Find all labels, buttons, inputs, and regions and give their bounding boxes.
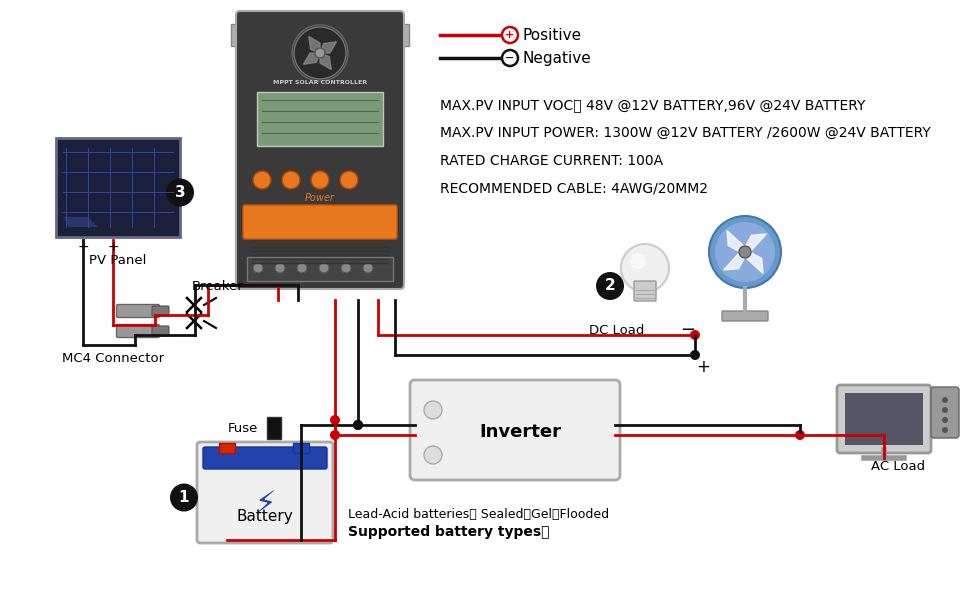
Circle shape (329, 415, 340, 425)
FancyBboxPatch shape (203, 447, 327, 469)
Circle shape (341, 263, 351, 273)
Circle shape (253, 263, 263, 273)
Polygon shape (303, 53, 320, 64)
Circle shape (423, 446, 442, 464)
Text: −: − (78, 240, 89, 254)
Circle shape (689, 350, 700, 360)
Text: 2: 2 (604, 278, 614, 293)
Text: −: − (679, 321, 695, 339)
FancyBboxPatch shape (266, 417, 281, 439)
Circle shape (253, 171, 270, 189)
FancyBboxPatch shape (836, 385, 930, 453)
Polygon shape (64, 217, 98, 227)
Circle shape (282, 171, 299, 189)
Circle shape (166, 179, 194, 206)
FancyBboxPatch shape (243, 205, 396, 239)
Text: RATED CHARGE CURRENT: 100A: RATED CHARGE CURRENT: 100A (440, 154, 663, 168)
FancyBboxPatch shape (116, 325, 159, 337)
Circle shape (170, 484, 198, 511)
Circle shape (689, 330, 700, 340)
FancyBboxPatch shape (257, 92, 383, 146)
FancyBboxPatch shape (247, 257, 392, 281)
FancyBboxPatch shape (116, 304, 159, 317)
Text: DC Load: DC Load (589, 323, 644, 337)
Text: Breaker: Breaker (192, 280, 243, 293)
Polygon shape (744, 234, 766, 252)
Circle shape (708, 216, 780, 288)
Circle shape (329, 430, 340, 440)
FancyBboxPatch shape (634, 281, 655, 301)
Text: +: + (505, 30, 515, 40)
Circle shape (353, 420, 362, 430)
Text: MPPT SOLAR CONTROLLER: MPPT SOLAR CONTROLLER (272, 80, 366, 85)
Circle shape (941, 407, 947, 413)
Circle shape (340, 171, 358, 189)
Polygon shape (320, 42, 336, 53)
FancyBboxPatch shape (410, 380, 619, 480)
Text: Battery: Battery (236, 509, 293, 524)
Circle shape (941, 427, 947, 433)
Polygon shape (320, 53, 331, 70)
Circle shape (941, 397, 947, 403)
FancyBboxPatch shape (293, 443, 309, 453)
Text: +: + (696, 358, 709, 376)
Circle shape (423, 401, 442, 419)
Text: ⚡: ⚡ (254, 491, 275, 520)
FancyBboxPatch shape (56, 138, 180, 237)
Circle shape (620, 244, 669, 292)
Polygon shape (726, 230, 744, 252)
Text: 3: 3 (174, 185, 185, 200)
FancyBboxPatch shape (152, 326, 169, 336)
Text: Positive: Positive (522, 28, 581, 43)
FancyBboxPatch shape (930, 387, 958, 438)
FancyBboxPatch shape (219, 443, 234, 453)
Circle shape (714, 222, 774, 282)
Circle shape (595, 272, 623, 300)
Text: Power: Power (304, 193, 334, 203)
FancyBboxPatch shape (844, 393, 922, 445)
Circle shape (315, 48, 325, 58)
FancyBboxPatch shape (721, 311, 767, 321)
Text: Negative: Negative (522, 50, 591, 65)
Circle shape (311, 171, 328, 189)
Polygon shape (744, 252, 763, 274)
Circle shape (795, 430, 804, 440)
FancyBboxPatch shape (197, 442, 332, 543)
Text: MAX.PV INPUT VOC： 48V @12V BATTERY,96V @24V BATTERY: MAX.PV INPUT VOC： 48V @12V BATTERY,96V @… (440, 98, 864, 112)
Text: RECOMMENDED CABLE: 4AWG/20MM2: RECOMMENDED CABLE: 4AWG/20MM2 (440, 182, 707, 196)
Polygon shape (308, 37, 320, 53)
Circle shape (297, 263, 306, 273)
Text: −: − (505, 53, 515, 63)
Text: MAX.PV INPUT POWER: 1300W @12V BATTERY /2600W @24V BATTERY: MAX.PV INPUT POWER: 1300W @12V BATTERY /… (440, 126, 930, 140)
FancyBboxPatch shape (152, 306, 169, 316)
Polygon shape (723, 252, 744, 270)
Text: Supported battery types：: Supported battery types： (348, 525, 548, 539)
Circle shape (629, 253, 645, 269)
FancyBboxPatch shape (396, 24, 409, 46)
Text: Inverter: Inverter (479, 423, 560, 441)
Text: Lead-Acid batteries： Sealed，Gel，Flooded: Lead-Acid batteries： Sealed，Gel，Flooded (348, 508, 609, 520)
Text: 1: 1 (178, 490, 189, 505)
Circle shape (941, 417, 947, 423)
Circle shape (738, 246, 750, 258)
Circle shape (275, 263, 285, 273)
Text: +: + (108, 240, 118, 254)
Text: Fuse: Fuse (228, 421, 258, 434)
Circle shape (319, 263, 328, 273)
Circle shape (353, 420, 362, 430)
Circle shape (292, 25, 348, 81)
Text: AC Load: AC Load (870, 460, 924, 473)
Text: PV Panel: PV Panel (89, 254, 146, 268)
FancyBboxPatch shape (231, 24, 243, 46)
Circle shape (362, 263, 373, 273)
Text: MC4 Connector: MC4 Connector (62, 352, 164, 364)
FancyBboxPatch shape (235, 11, 403, 289)
